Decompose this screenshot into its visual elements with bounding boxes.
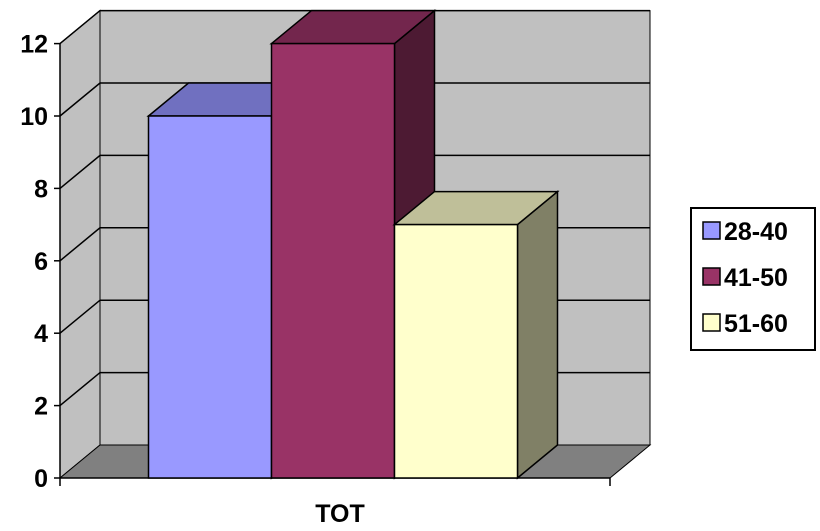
y-tick-label: 6: [34, 248, 48, 276]
gridline: [59, 154, 650, 189]
bar-front: [147, 115, 273, 479]
legend-swatch: [702, 221, 721, 240]
y-tick-label: 2: [34, 393, 48, 421]
bar-front: [270, 42, 396, 479]
legend-label: 28-40: [724, 218, 788, 246]
y-tick-label: 10: [20, 103, 48, 131]
y-tick-labels: 0 2 4 6 8 10 12: [20, 31, 48, 493]
legend-label: 41-50: [724, 264, 788, 292]
gridline: [59, 82, 650, 117]
bar-51-60: [392, 190, 560, 480]
y-tick-label: 0: [34, 465, 48, 493]
y-tick-label: 8: [34, 175, 48, 203]
y-tick-label: 4: [34, 320, 48, 348]
bars: [146, 9, 560, 480]
legend-swatch: [702, 267, 721, 286]
legend-swatch: [702, 313, 721, 332]
legend: 28-40 41-50 51-60: [690, 207, 816, 351]
x-category-label: TOT: [315, 500, 365, 528]
legend-label: 51-60: [724, 310, 788, 338]
y-tick-label: 12: [20, 31, 48, 59]
bar-front: [393, 223, 519, 479]
bar-side: [516, 190, 559, 480]
x-category-labels: TOT: [315, 500, 365, 528]
gridline: [59, 9, 650, 45]
